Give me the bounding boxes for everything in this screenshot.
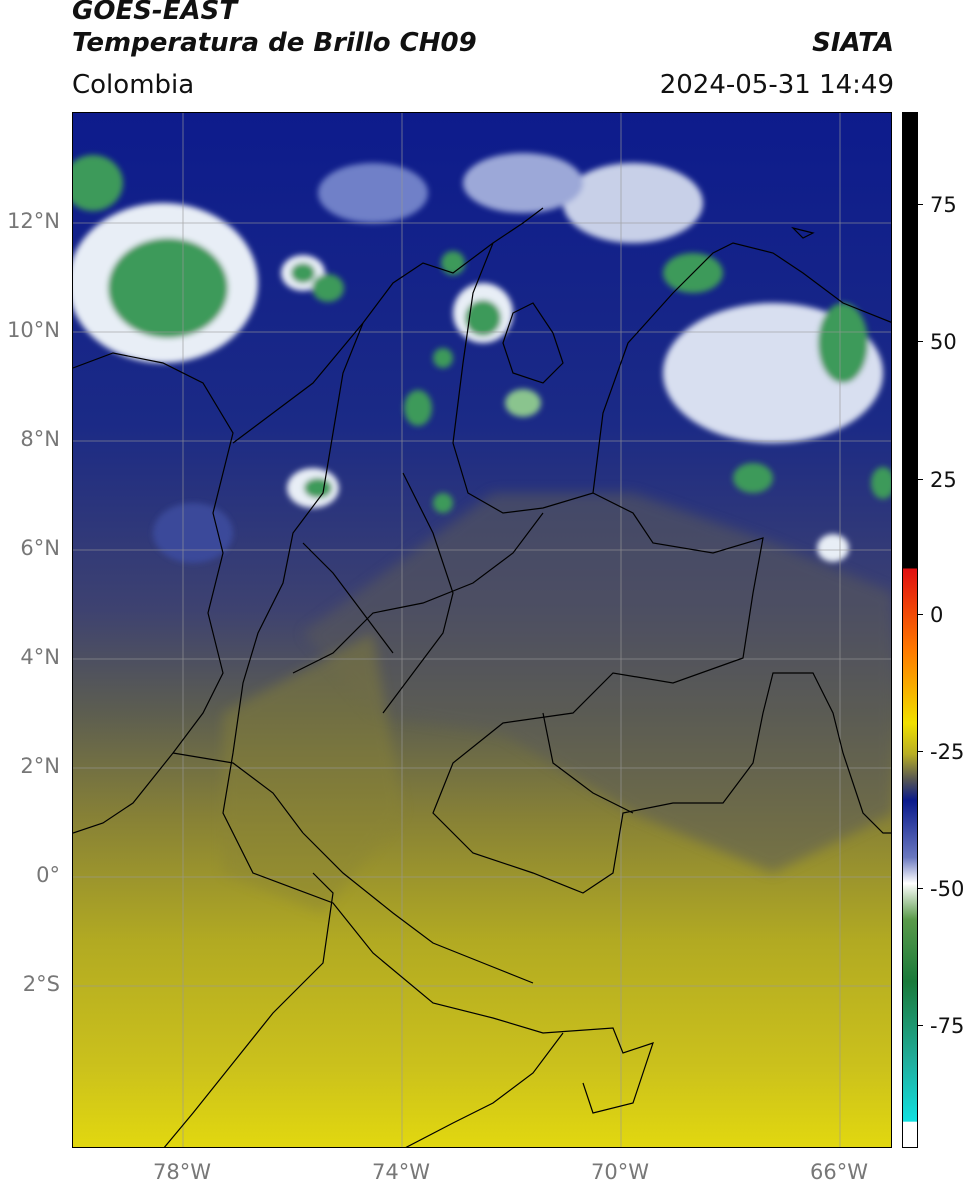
lat-label-0: 0° xyxy=(36,863,60,887)
lat-label-10n: 10°N xyxy=(7,318,60,342)
colorbar-tick xyxy=(918,888,923,889)
colorbar-tick xyxy=(918,204,923,205)
colorbar-label-neg75: -75 xyxy=(930,1014,965,1038)
colorbar-tick xyxy=(918,1025,923,1026)
colorbar-label-neg25: -25 xyxy=(930,740,965,764)
colorbar xyxy=(902,112,918,1148)
organization-label: SIATA xyxy=(812,28,894,58)
region-label: Colombia xyxy=(72,70,195,100)
colorbar-tick xyxy=(918,614,923,615)
colorbar-tick xyxy=(918,341,923,342)
lon-label-78w: 78°W xyxy=(153,1160,211,1184)
title-line2: Temperatura de Brillo CH09 xyxy=(72,28,477,58)
satellite-map[interactable] xyxy=(72,112,892,1148)
lon-label-66w: 66°W xyxy=(810,1160,868,1184)
lat-label-4n: 4°N xyxy=(20,645,60,669)
lat-label-8n: 8°N xyxy=(20,427,60,451)
lat-label-12n: 12°N xyxy=(7,209,60,233)
lon-label-74w: 74°W xyxy=(372,1160,430,1184)
colorbar-tick xyxy=(918,479,923,480)
lon-label-70w: 70°W xyxy=(591,1160,649,1184)
colorbar-label-0: 0 xyxy=(930,603,944,627)
lat-label-2s: 2°S xyxy=(22,972,60,996)
colorbar-label-neg50: -50 xyxy=(930,877,965,901)
title-line1: GOES-EAST xyxy=(72,0,238,26)
lat-label-2n: 2°N xyxy=(20,754,60,778)
lat-label-6n: 6°N xyxy=(20,536,60,560)
colorbar-label-50: 50 xyxy=(930,330,957,354)
colorbar-tick xyxy=(918,751,923,752)
brightness-temperature-field xyxy=(73,113,891,1147)
datetime-label: 2024-05-31 14:49 xyxy=(659,70,894,100)
colorbar-label-25: 25 xyxy=(930,468,957,492)
colorbar-label-75: 75 xyxy=(930,193,957,217)
